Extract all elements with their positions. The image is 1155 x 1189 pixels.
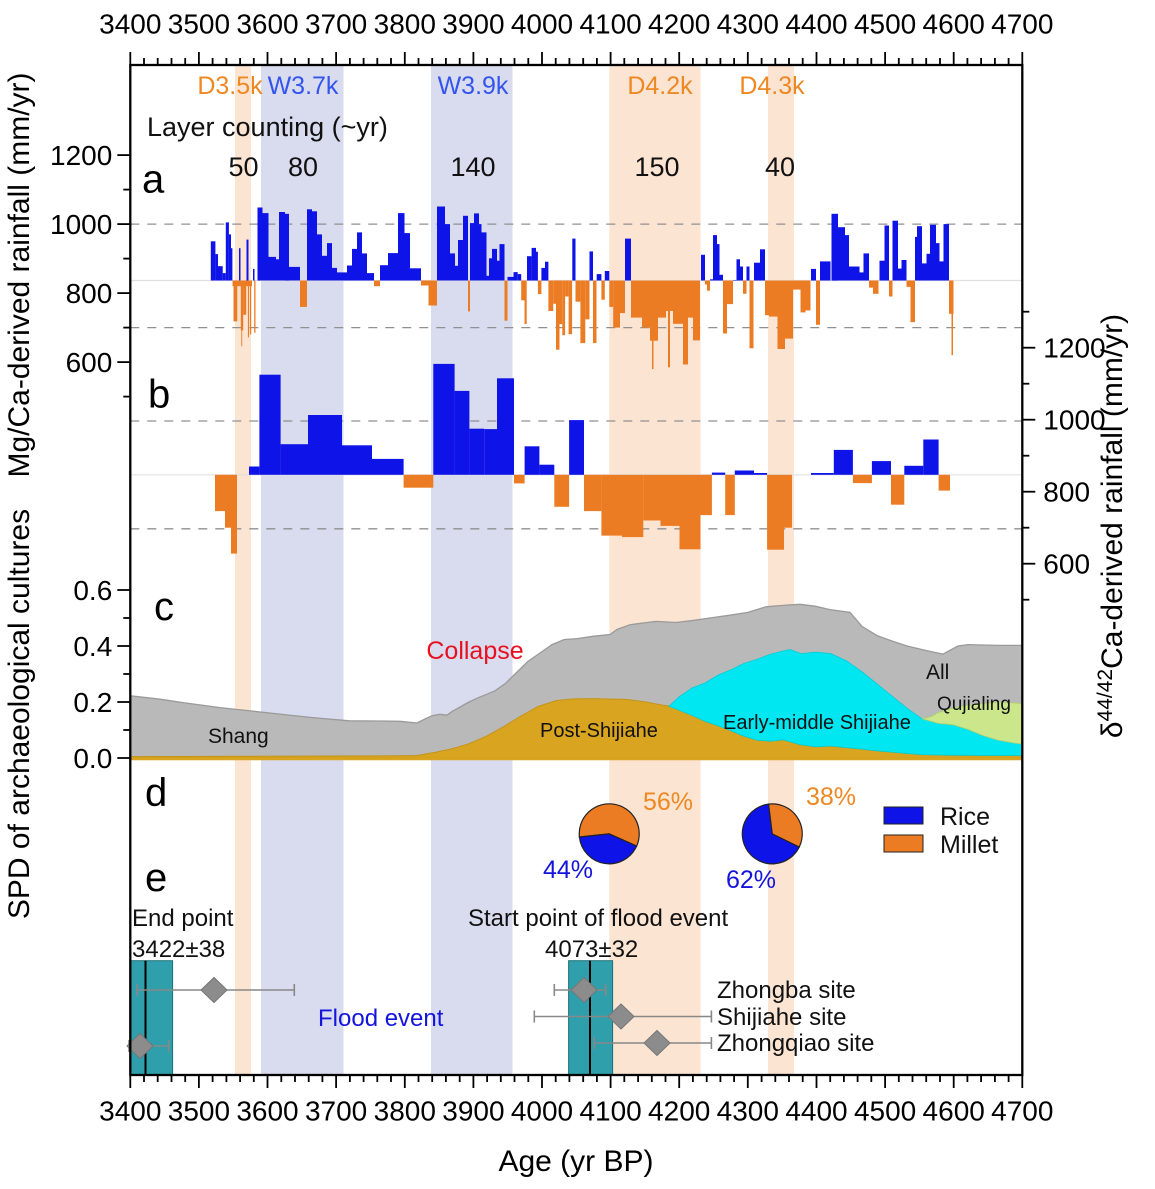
svg-text:4000: 4000 xyxy=(511,9,573,40)
svg-text:3700: 3700 xyxy=(305,9,367,40)
svg-text:3400: 3400 xyxy=(99,9,161,40)
svg-text:1000: 1000 xyxy=(50,209,112,240)
svg-text:600: 600 xyxy=(66,347,113,378)
svg-text:W3.7k: W3.7k xyxy=(268,72,339,100)
svg-text:Post-Shijiahe: Post-Shijiahe xyxy=(540,720,658,742)
svg-text:D4.2k: D4.2k xyxy=(627,72,693,100)
svg-text:d: d xyxy=(145,771,167,815)
svg-text:D3.5k: D3.5k xyxy=(197,72,263,100)
svg-text:a: a xyxy=(142,158,165,202)
svg-text:0.0: 0.0 xyxy=(73,743,112,774)
svg-text:D4.3k: D4.3k xyxy=(739,72,805,100)
svg-text:40: 40 xyxy=(765,152,795,182)
svg-text:Mg/Ca-derived rainfall (mm/yr): Mg/Ca-derived rainfall (mm/yr) xyxy=(3,72,36,477)
svg-text:3700: 3700 xyxy=(305,1096,367,1127)
svg-text:3422±38: 3422±38 xyxy=(132,936,225,963)
svg-text:62%: 62% xyxy=(726,866,776,894)
svg-text:1200: 1200 xyxy=(50,140,112,171)
svg-text:4300: 4300 xyxy=(717,1096,779,1127)
svg-text:3900: 3900 xyxy=(442,9,504,40)
svg-text:b: b xyxy=(148,373,170,417)
svg-text:Zhongba site: Zhongba site xyxy=(717,977,856,1004)
svg-text:150: 150 xyxy=(634,152,679,182)
svg-text:4073±32: 4073±32 xyxy=(545,936,638,963)
svg-text:600: 600 xyxy=(1043,549,1090,580)
svg-text:W3.9k: W3.9k xyxy=(438,72,509,100)
svg-text:38%: 38% xyxy=(806,783,856,811)
svg-text:3500: 3500 xyxy=(168,9,230,40)
svg-text:0.6: 0.6 xyxy=(73,575,112,606)
svg-text:4200: 4200 xyxy=(648,9,710,40)
svg-text:4500: 4500 xyxy=(854,1096,916,1127)
svg-text:3900: 3900 xyxy=(442,1096,504,1127)
svg-text:0.4: 0.4 xyxy=(73,631,112,662)
svg-text:44%: 44% xyxy=(543,856,593,884)
svg-text:End point: End point xyxy=(132,905,234,932)
svg-text:Shang: Shang xyxy=(208,725,269,748)
svg-text:Millet: Millet xyxy=(940,831,998,859)
svg-text:140: 140 xyxy=(450,152,495,182)
svg-text:3500: 3500 xyxy=(168,1096,230,1127)
svg-text:4300: 4300 xyxy=(717,9,779,40)
svg-text:Qujialing: Qujialing xyxy=(937,694,1011,715)
svg-text:Start point of flood event: Start point of flood event xyxy=(468,905,729,932)
svg-text:3400: 3400 xyxy=(99,1096,161,1127)
svg-text:800: 800 xyxy=(1043,477,1090,508)
svg-text:SPD of archaeological cultures: SPD of archaeological cultures xyxy=(3,509,36,919)
svg-text:Age (yr BP): Age (yr BP) xyxy=(498,1145,653,1178)
svg-text:4600: 4600 xyxy=(923,1096,985,1127)
svg-text:4500: 4500 xyxy=(854,9,916,40)
svg-text:δ44/42Ca-derived rainfall (mm/: δ44/42Ca-derived rainfall (mm/yr) xyxy=(1094,314,1129,738)
svg-text:1000: 1000 xyxy=(1043,405,1105,436)
svg-text:Rice: Rice xyxy=(940,803,990,831)
svg-text:e: e xyxy=(145,856,167,900)
svg-text:Shijiahe site: Shijiahe site xyxy=(717,1004,846,1031)
svg-text:c: c xyxy=(154,585,174,629)
svg-text:Layer counting (~yr): Layer counting (~yr) xyxy=(147,112,388,142)
svg-text:4700: 4700 xyxy=(991,9,1053,40)
svg-text:4600: 4600 xyxy=(923,9,985,40)
svg-text:3800: 3800 xyxy=(374,1096,436,1127)
svg-text:800: 800 xyxy=(66,278,113,309)
svg-text:4400: 4400 xyxy=(785,1096,847,1127)
svg-text:4100: 4100 xyxy=(579,9,641,40)
svg-text:3600: 3600 xyxy=(236,9,298,40)
svg-text:56%: 56% xyxy=(643,788,693,816)
svg-text:1200: 1200 xyxy=(1043,333,1105,364)
svg-text:50: 50 xyxy=(228,152,258,182)
svg-text:3600: 3600 xyxy=(236,1096,298,1127)
svg-text:All: All xyxy=(926,661,949,684)
svg-text:Early-middle Shijiahe: Early-middle Shijiahe xyxy=(723,712,911,734)
svg-text:3800: 3800 xyxy=(374,9,436,40)
svg-text:4100: 4100 xyxy=(579,1096,641,1127)
svg-text:4700: 4700 xyxy=(991,1096,1053,1127)
svg-text:Zhongqiao site: Zhongqiao site xyxy=(717,1030,874,1057)
svg-text:4200: 4200 xyxy=(648,1096,710,1127)
svg-text:80: 80 xyxy=(288,152,318,182)
svg-text:4400: 4400 xyxy=(785,9,847,40)
svg-text:0.2: 0.2 xyxy=(73,687,112,718)
svg-text:Flood event: Flood event xyxy=(318,1005,444,1032)
svg-text:4000: 4000 xyxy=(511,1096,573,1127)
svg-text:Collapse: Collapse xyxy=(426,637,523,665)
